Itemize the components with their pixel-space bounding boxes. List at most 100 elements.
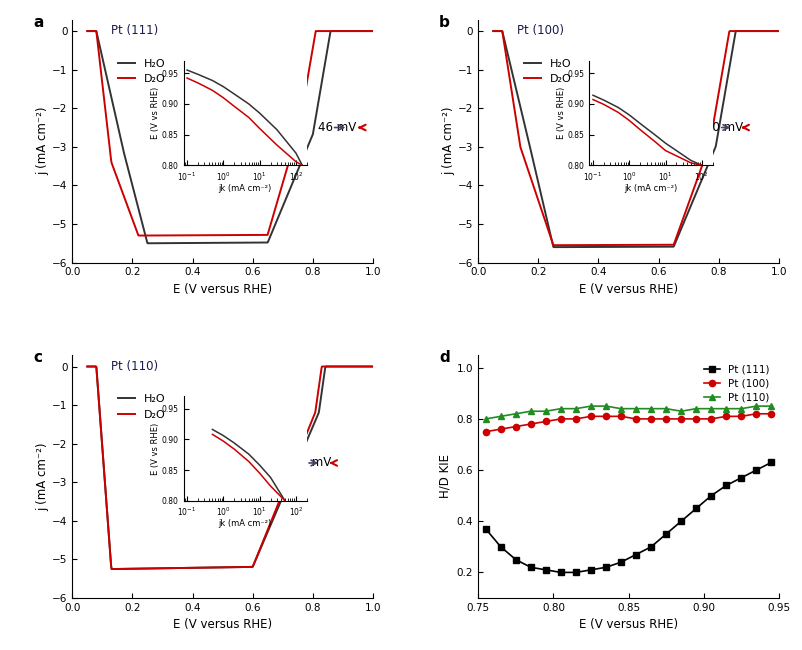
Pt (110) <box>570 405 580 413</box>
X-axis label: E (V versus RHE): E (V versus RHE) <box>578 283 677 296</box>
Pt (110) <box>675 408 685 415</box>
D₂O <box>549 241 558 249</box>
Pt (111) <box>646 543 655 551</box>
Text: 12 mV: 12 mV <box>293 456 331 469</box>
Text: c: c <box>33 350 43 365</box>
H₂O <box>83 27 92 35</box>
X-axis label: E (V versus RHE): E (V versus RHE) <box>173 618 272 631</box>
Pt (110) <box>525 408 535 415</box>
Pt (100) <box>510 422 520 430</box>
Line: Pt (100): Pt (100) <box>482 411 774 435</box>
D₂O <box>561 241 571 249</box>
H₂O <box>133 565 143 573</box>
H₂O <box>773 27 783 35</box>
Pt (111) <box>735 474 745 482</box>
D₂O <box>134 231 144 239</box>
Pt (111) <box>615 558 625 566</box>
Pt (100) <box>735 413 745 421</box>
H₂O <box>251 239 261 246</box>
Pt (100) <box>480 428 490 436</box>
X-axis label: E (V versus RHE): E (V versus RHE) <box>578 618 677 631</box>
Text: 20 mV: 20 mV <box>704 121 743 134</box>
Pt (110) <box>496 413 505 421</box>
Pt (111) <box>706 492 715 500</box>
Pt (110) <box>585 402 595 410</box>
D₂O <box>107 565 116 573</box>
Pt (100) <box>766 410 776 418</box>
Pt (100) <box>630 415 640 422</box>
Pt (111) <box>661 530 670 538</box>
Pt (110) <box>691 405 700 413</box>
H₂O <box>703 159 713 167</box>
D₂O <box>83 27 92 35</box>
D₂O <box>251 554 261 562</box>
Pt (100) <box>691 415 700 422</box>
Text: Pt (100): Pt (100) <box>516 24 564 37</box>
Y-axis label: H/D KIE: H/D KIE <box>438 454 451 499</box>
Line: H₂O: H₂O <box>87 367 372 569</box>
H₂O <box>298 446 307 454</box>
H₂O <box>156 564 166 572</box>
Legend: H₂O, D₂O: H₂O, D₂O <box>114 389 170 424</box>
D₂O <box>367 363 377 370</box>
Pt (100) <box>601 413 610 421</box>
Pt (100) <box>661 415 670 422</box>
H₂O <box>83 363 92 370</box>
Legend: H₂O, D₂O: H₂O, D₂O <box>114 54 170 88</box>
Pt (110) <box>751 402 760 410</box>
Pt (110) <box>601 402 610 410</box>
Pt (111) <box>570 569 580 577</box>
Pt (110) <box>706 405 715 413</box>
Text: d: d <box>439 350 449 365</box>
Line: D₂O: D₂O <box>87 31 372 235</box>
D₂O <box>367 27 377 35</box>
Pt (110) <box>615 405 625 413</box>
Pt (111) <box>585 566 595 574</box>
H₂O <box>678 217 688 225</box>
Pt (111) <box>510 556 520 564</box>
H₂O <box>367 27 377 35</box>
D₂O <box>703 143 713 151</box>
H₂O <box>273 213 283 220</box>
Pt (110) <box>646 405 655 413</box>
D₂O <box>273 194 283 202</box>
D₂O <box>83 363 92 370</box>
Pt (111) <box>525 564 535 571</box>
Text: 46 mV: 46 mV <box>318 121 356 134</box>
Pt (100) <box>541 417 550 425</box>
Line: D₂O: D₂O <box>87 367 372 569</box>
Pt (111) <box>480 525 490 533</box>
Line: H₂O: H₂O <box>492 31 778 247</box>
Pt (111) <box>630 551 640 558</box>
Pt (110) <box>720 405 730 413</box>
H₂O <box>549 243 558 251</box>
H₂O <box>367 363 377 370</box>
Pt (110) <box>735 405 745 413</box>
Pt (100) <box>496 425 505 433</box>
D₂O <box>156 231 166 239</box>
Pt (100) <box>615 413 625 421</box>
D₂O <box>133 230 143 238</box>
D₂O <box>156 564 166 572</box>
Pt (111) <box>691 504 700 512</box>
D₂O <box>773 27 783 35</box>
D₂O <box>273 499 283 507</box>
D₂O <box>298 101 307 109</box>
Pt (111) <box>496 543 505 551</box>
Text: Pt (110): Pt (110) <box>111 360 158 373</box>
H₂O <box>156 239 166 247</box>
H₂O <box>538 202 548 210</box>
Line: Pt (111): Pt (111) <box>482 460 774 575</box>
H₂O <box>488 27 497 35</box>
H₂O <box>212 564 221 571</box>
D₂O <box>133 565 143 573</box>
Line: D₂O: D₂O <box>492 31 778 245</box>
Pt (111) <box>720 482 730 489</box>
H₂O <box>107 565 116 573</box>
H₂O <box>561 243 571 251</box>
H₂O <box>212 239 221 247</box>
Y-axis label: j (mA cm⁻²): j (mA cm⁻²) <box>442 107 455 176</box>
Pt (100) <box>585 413 595 421</box>
Pt (100) <box>525 420 535 428</box>
Pt (110) <box>630 405 640 413</box>
